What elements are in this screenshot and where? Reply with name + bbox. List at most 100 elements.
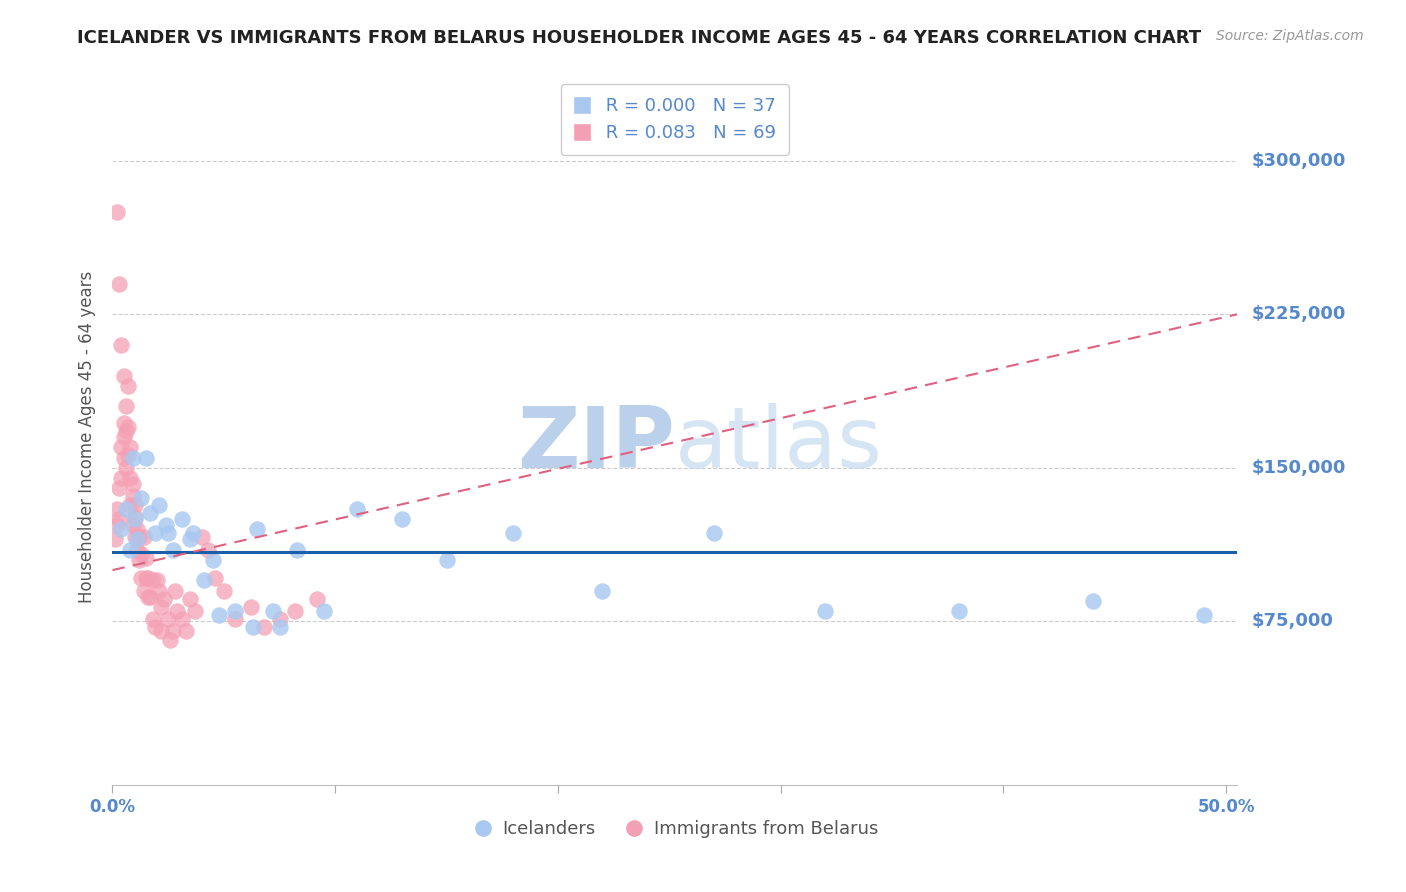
Point (181, 526, 204, 541)
Point (142, 574, 165, 588)
Point (104, 533, 127, 547)
Point (115, 460, 138, 475)
Point (121, 450, 143, 465)
Point (139, 506, 162, 520)
Point (436, 553, 458, 567)
Point (125, 533, 148, 547)
Point (132, 530, 155, 544)
Point (136, 571, 159, 585)
Point (307, 591, 329, 606)
Point (135, 571, 157, 585)
Point (179, 591, 201, 606)
Point (115, 400, 138, 414)
Point (108, 512, 131, 526)
Point (391, 512, 413, 526)
Point (190, 530, 212, 544)
Point (143, 526, 166, 541)
Point (502, 526, 524, 541)
Text: $75,000: $75,000 (1251, 612, 1333, 631)
Point (143, 620, 166, 634)
Point (346, 501, 368, 516)
Point (162, 542, 184, 557)
Point (125, 542, 148, 557)
Point (146, 574, 169, 588)
Point (136, 590, 159, 604)
Point (120, 498, 142, 512)
Point (132, 583, 155, 598)
Point (125, 522, 148, 536)
Point (193, 574, 215, 588)
Point (703, 526, 725, 541)
Point (166, 604, 188, 618)
Point (948, 604, 970, 618)
Point (312, 604, 335, 618)
Point (120, 440, 142, 454)
Point (174, 624, 197, 639)
Point (157, 526, 180, 541)
Point (124, 512, 146, 526)
Point (121, 518, 143, 533)
Point (142, 612, 165, 626)
Point (184, 604, 207, 618)
Point (201, 553, 224, 567)
Point (592, 583, 614, 598)
Text: $225,000: $225,000 (1251, 305, 1346, 323)
Point (1081, 594, 1104, 608)
Point (197, 542, 219, 557)
Point (179, 533, 201, 547)
Text: atlas: atlas (675, 402, 883, 485)
Point (284, 604, 307, 618)
Point (120, 471, 142, 485)
Point (124, 530, 146, 544)
Point (110, 522, 132, 536)
Text: ICELANDER VS IMMIGRANTS FROM BELARUS HOUSEHOLDER INCOME AGES 45 - 64 YEARS CORRE: ICELANDER VS IMMIGRANTS FROM BELARUS HOU… (77, 29, 1202, 46)
Point (285, 542, 308, 557)
Point (117, 449, 139, 463)
Point (1192, 608, 1215, 623)
Point (110, 471, 132, 485)
Point (131, 547, 153, 561)
Point (163, 583, 186, 598)
Point (152, 591, 174, 606)
Point (269, 612, 291, 626)
Point (139, 590, 162, 604)
Point (112, 450, 135, 465)
Point (117, 420, 139, 434)
Point (814, 604, 837, 618)
Point (124, 509, 146, 524)
Point (131, 571, 153, 585)
Text: $300,000: $300,000 (1251, 152, 1346, 169)
Point (253, 620, 276, 634)
Point (128, 553, 150, 567)
Point (155, 518, 177, 533)
Point (115, 424, 138, 438)
Point (110, 338, 132, 352)
Point (159, 632, 181, 647)
Point (162, 624, 184, 639)
Point (208, 608, 231, 623)
Point (135, 550, 157, 565)
Point (135, 450, 157, 465)
Point (120, 542, 142, 557)
Text: ZIP: ZIP (517, 402, 675, 485)
Point (242, 620, 264, 634)
Point (117, 379, 139, 393)
Point (170, 612, 193, 626)
Point (246, 522, 269, 536)
Y-axis label: Householder Income Ages 45 - 64 years: Householder Income Ages 45 - 64 years (77, 271, 96, 603)
Text: Source: ZipAtlas.com: Source: ZipAtlas.com (1216, 29, 1364, 43)
Point (105, 518, 128, 533)
Point (239, 599, 262, 614)
Point (121, 477, 143, 491)
Text: $150,000: $150,000 (1251, 458, 1346, 477)
Point (131, 491, 153, 506)
Point (124, 498, 146, 512)
Point (128, 530, 150, 544)
Point (115, 501, 138, 516)
Point (108, 481, 131, 495)
Point (105, 205, 128, 219)
Point (170, 512, 193, 526)
Point (150, 599, 173, 614)
Point (105, 501, 128, 516)
Point (112, 430, 135, 444)
